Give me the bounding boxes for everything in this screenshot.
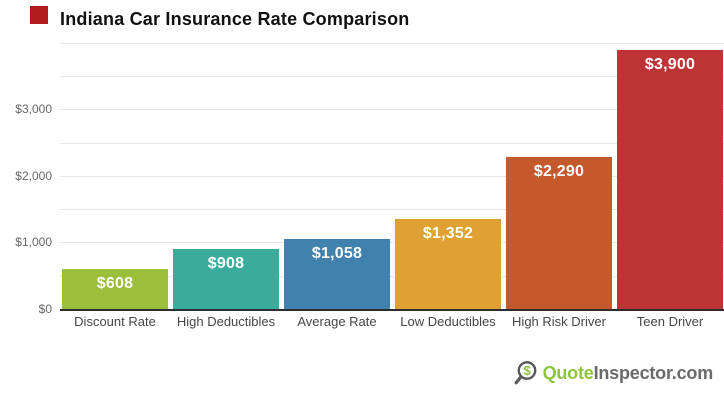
brand-name-gray: Inspector.com <box>593 362 714 383</box>
bar-teen-driver: $3,900 <box>617 50 723 309</box>
x-axis-line <box>60 309 724 311</box>
bar-value-label: $1,352 <box>422 225 474 242</box>
watermark: $ Quote Inspector.com <box>513 359 713 387</box>
y-tick-label: $3,000 <box>15 102 52 116</box>
x-axis-label-low-deductibles: Low Deductibles <box>400 314 496 329</box>
x-axis-label-discount-rate: Discount Rate <box>74 314 156 329</box>
bar-average-rate: $1,058 <box>284 239 390 309</box>
y-tick-label: $0 <box>38 302 52 316</box>
chart-title: Indiana Car Insurance Rate Comparison <box>60 9 410 29</box>
y-tick-label: $1,000 <box>15 235 52 249</box>
bar-discount-rate: $608 <box>62 269 168 309</box>
red-square-mark <box>30 6 48 24</box>
gridline <box>60 209 724 210</box>
gridline <box>60 176 724 177</box>
bar-value-label: $2,290 <box>533 163 585 180</box>
x-axis-label-high-deductibles: High Deductibles <box>176 314 276 329</box>
bar-value-label: $608 <box>96 275 134 292</box>
x-axis-label-average-rate: Average Rate <box>297 314 377 329</box>
bar-high-risk-driver: $2,290 <box>506 157 612 309</box>
gridline <box>60 76 724 77</box>
bar-value-label: $908 <box>207 255 245 272</box>
bar-value-label: $1,058 <box>311 245 363 262</box>
gridline <box>60 43 724 44</box>
gridline <box>60 143 724 144</box>
brand-name-green: Quote <box>542 362 594 383</box>
svg-text:$: $ <box>523 363 531 378</box>
bar-high-deductibles: $908 <box>173 249 279 309</box>
bar-value-label: $3,900 <box>644 56 696 73</box>
gridline <box>60 242 724 243</box>
y-tick-label: $2,000 <box>15 169 52 183</box>
x-axis-label-high-risk-driver: High Risk Driver <box>512 314 606 329</box>
dollar-magnifier-icon: $ <box>514 361 536 385</box>
gridline <box>60 109 724 110</box>
bar-low-deductibles: $1,352 <box>395 219 501 309</box>
x-axis-label-teen-driver: Teen Driver <box>636 314 704 329</box>
gridline <box>60 276 724 277</box>
